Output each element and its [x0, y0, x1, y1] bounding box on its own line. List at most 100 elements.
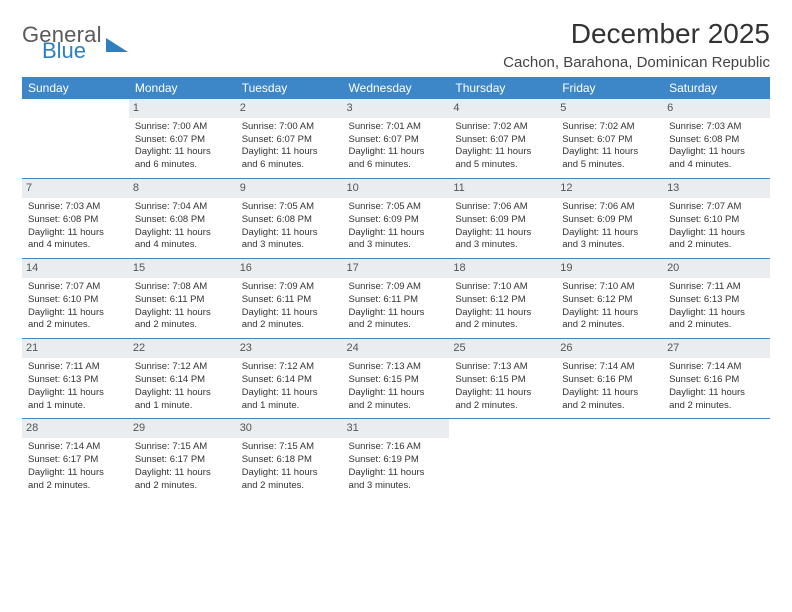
column-header: Sunday [22, 77, 129, 99]
day-info-line: and 2 minutes. [562, 400, 657, 413]
day-info-line: Daylight: 11 hours [135, 227, 230, 240]
day-info-line: Daylight: 11 hours [562, 307, 657, 320]
day-number: 31 [343, 419, 450, 438]
day-info-line: and 6 minutes. [349, 159, 444, 172]
day-info-line: and 2 minutes. [669, 400, 764, 413]
day-info-line: Sunset: 6:08 PM [28, 214, 123, 227]
day-info-line: and 4 minutes. [28, 239, 123, 252]
day-info-line: Daylight: 11 hours [349, 227, 444, 240]
day-info-line: Sunrise: 7:10 AM [562, 281, 657, 294]
calendar-day-cell: 27Sunrise: 7:14 AMSunset: 6:16 PMDayligh… [663, 339, 770, 419]
column-header: Monday [129, 77, 236, 99]
day-info-line: Daylight: 11 hours [349, 467, 444, 480]
day-info-line: Sunset: 6:09 PM [349, 214, 444, 227]
day-number: 1 [129, 99, 236, 118]
day-info-line: Daylight: 11 hours [349, 387, 444, 400]
calendar-day-cell: 1 Sunrise: 7:00 AMSunset: 6:07 PMDaylight… [129, 99, 236, 179]
day-info-line: Sunset: 6:07 PM [135, 134, 230, 147]
calendar-day-cell: 8Sunrise: 7:04 AMSunset: 6:08 PMDaylight… [129, 179, 236, 259]
day-number: 11 [449, 179, 556, 198]
calendar-day-cell: 7Sunrise: 7:03 AMSunset: 6:08 PMDaylight… [22, 179, 129, 259]
calendar-day-cell: 19Sunrise: 7:10 AMSunset: 6:12 PMDayligh… [556, 259, 663, 339]
day-number: 16 [236, 259, 343, 278]
calendar-day-cell: 14 Sunrise: 7:07 AMSunset: 6:10 PMDayligh… [22, 259, 129, 339]
day-info-line: and 6 minutes. [135, 159, 230, 172]
day-info-line: Daylight: 11 hours [455, 227, 550, 240]
calendar-day-cell: 15Sunrise: 7:08 AMSunset: 6:11 PMDayligh… [129, 259, 236, 339]
day-number: 30 [236, 419, 343, 438]
calendar-day-cell: 26Sunrise: 7:14 AMSunset: 6:16 PMDayligh… [556, 339, 663, 419]
day-info-line: and 2 minutes. [135, 319, 230, 332]
day-info-line: Daylight: 11 hours [135, 146, 230, 159]
day-info-line: Sunrise: 7:06 AM [562, 201, 657, 214]
calendar-week-row: 28Sunrise: 7:14 AMSunset: 6:17 PMDayligh… [22, 419, 770, 499]
day-info-line: Sunrise: 7:07 AM [28, 281, 123, 294]
day-info-line: Sunrise: 7:16 AM [349, 441, 444, 454]
day-info-line: Sunrise: 7:00 AM [135, 121, 230, 134]
calendar-day-cell: 22Sunrise: 7:12 AMSunset: 6:14 PMDayligh… [129, 339, 236, 419]
day-info-line: Sunset: 6:16 PM [562, 374, 657, 387]
location-subtitle: Cachon, Barahona, Dominican Republic [503, 54, 770, 71]
day-info-line: Sunrise: 7:15 AM [135, 441, 230, 454]
day-info-line: Sunrise: 7:05 AM [349, 201, 444, 214]
day-number: 19 [556, 259, 663, 278]
column-header: Tuesday [236, 77, 343, 99]
day-info-line: Sunrise: 7:10 AM [455, 281, 550, 294]
day-info-line: Daylight: 11 hours [562, 387, 657, 400]
day-info-line: Sunset: 6:12 PM [455, 294, 550, 307]
day-number: 23 [236, 339, 343, 358]
day-info-line: Daylight: 11 hours [242, 227, 337, 240]
day-number: 29 [129, 419, 236, 438]
day-number: 20 [663, 259, 770, 278]
calendar-day-cell: 11Sunrise: 7:06 AMSunset: 6:09 PMDayligh… [449, 179, 556, 259]
day-info-line: Sunrise: 7:15 AM [242, 441, 337, 454]
day-number: 14 [22, 259, 129, 278]
day-info-line: Sunset: 6:13 PM [28, 374, 123, 387]
day-number: 8 [129, 179, 236, 198]
day-info-line: Sunset: 6:10 PM [28, 294, 123, 307]
day-info-line: Sunset: 6:11 PM [349, 294, 444, 307]
day-info-line: Sunset: 6:16 PM [669, 374, 764, 387]
day-info-line: and 2 minutes. [28, 319, 123, 332]
day-number: 24 [343, 339, 450, 358]
day-info-line: Daylight: 11 hours [242, 467, 337, 480]
day-info-line: Daylight: 11 hours [455, 387, 550, 400]
calendar-table: SundayMondayTuesdayWednesdayThursdayFrid… [22, 77, 770, 498]
day-info-line: Sunrise: 7:06 AM [455, 201, 550, 214]
day-info-line: Sunset: 6:07 PM [242, 134, 337, 147]
logo: General Blue [22, 24, 128, 62]
calendar-day-cell: 9Sunrise: 7:05 AMSunset: 6:08 PMDaylight… [236, 179, 343, 259]
day-info-line: Sunset: 6:07 PM [349, 134, 444, 147]
day-number: 15 [129, 259, 236, 278]
day-info-line: and 2 minutes. [242, 319, 337, 332]
calendar-day-cell: . [449, 419, 556, 499]
day-info-line: and 3 minutes. [242, 239, 337, 252]
day-info-line: Sunrise: 7:02 AM [562, 121, 657, 134]
day-info-line: Daylight: 11 hours [349, 307, 444, 320]
calendar-day-cell: 16Sunrise: 7:09 AMSunset: 6:11 PMDayligh… [236, 259, 343, 339]
day-info-line: and 2 minutes. [562, 319, 657, 332]
day-info-line: Sunrise: 7:02 AM [455, 121, 550, 134]
day-info-line: and 1 minute. [28, 400, 123, 413]
day-info-line: Sunrise: 7:03 AM [28, 201, 123, 214]
day-info-line: and 4 minutes. [135, 239, 230, 252]
day-info-line: Sunrise: 7:09 AM [242, 281, 337, 294]
calendar-week-row: 7 Sunrise: 7:03 AMSunset: 6:08 PM Daylight… [22, 179, 770, 259]
day-info-line: Daylight: 11 hours [28, 307, 123, 320]
calendar-day-cell: 25Sunrise: 7:13 AMSunset: 6:15 PMDayligh… [449, 339, 556, 419]
calendar-day-cell: 6Sunrise: 7:03 AMSunset: 6:08 PMDaylight… [663, 99, 770, 179]
calendar-day-cell: 3Sunrise: 7:01 AMSunset: 6:07 PMDaylight… [343, 99, 450, 179]
day-number: 7 [22, 179, 129, 198]
day-number: 27 [663, 339, 770, 358]
calendar-day-cell: 12Sunrise: 7:06 AMSunset: 6:09 PMDayligh… [556, 179, 663, 259]
day-info-line: Sunrise: 7:01 AM [349, 121, 444, 134]
day-number: 3 [343, 99, 450, 118]
day-number: 26 [556, 339, 663, 358]
day-info-line: Sunset: 6:14 PM [242, 374, 337, 387]
day-info-line: Sunset: 6:17 PM [135, 454, 230, 467]
calendar-day-cell: 20Sunrise: 7:11 AMSunset: 6:13 PMDayligh… [663, 259, 770, 339]
day-number: 17 [343, 259, 450, 278]
day-info-line: and 2 minutes. [455, 319, 550, 332]
day-info-line: Sunrise: 7:09 AM [349, 281, 444, 294]
day-number: 22 [129, 339, 236, 358]
